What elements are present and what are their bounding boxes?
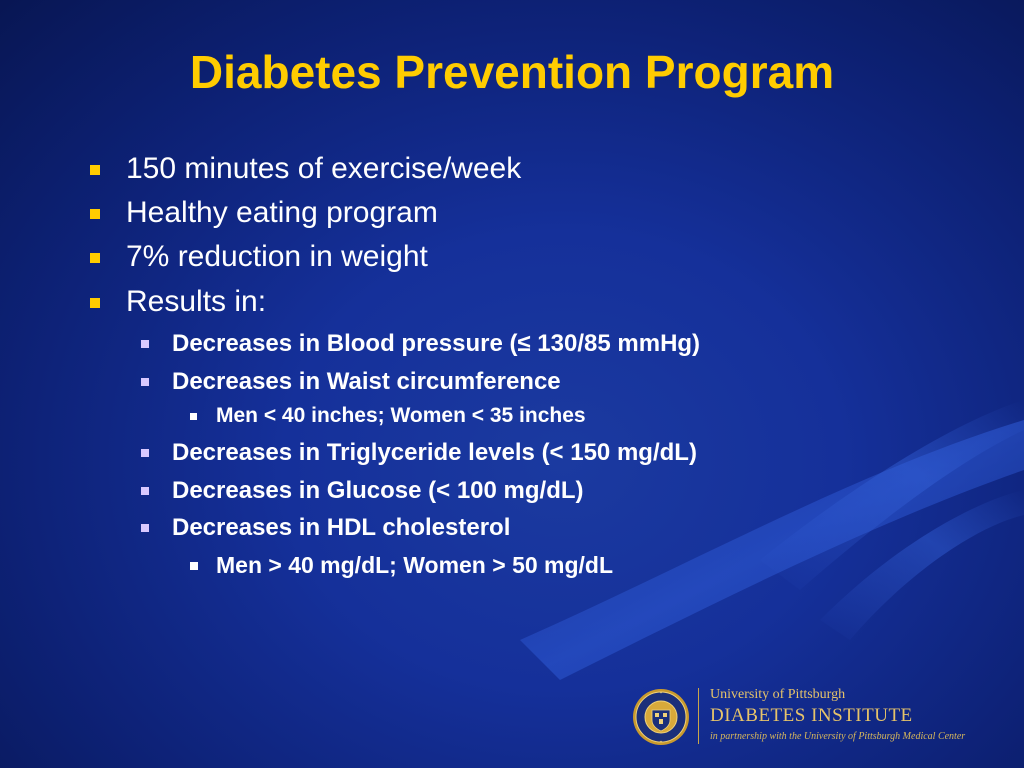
square-bullet-icon xyxy=(141,524,149,532)
sub-sub-bullet-item: Men > 40 mg/dL; Women > 50 mg/dL xyxy=(190,552,614,579)
bullet-text: Decreases in Glucose (< 100 mg/dL) xyxy=(172,477,584,504)
bullet-text: Decreases in Waist circumference xyxy=(172,368,561,395)
sub-bullet-item: Decreases in Blood pressure (≤ 130/85 mm… xyxy=(141,330,701,358)
square-bullet-icon xyxy=(141,340,149,348)
logo-divider xyxy=(698,688,699,744)
bullet-text: Men < 40 inches; Women < 35 inches xyxy=(216,404,586,427)
bullet-text: Results in: xyxy=(126,285,267,318)
sub-sub-bullet-item: Men < 40 inches; Women < 35 inches xyxy=(190,404,586,428)
bullet-item: 7% reduction in weight xyxy=(90,240,428,274)
bullet-text: 7% reduction in weight xyxy=(126,240,428,273)
square-bullet-icon xyxy=(190,562,198,570)
bullet-item: Healthy eating program xyxy=(90,196,438,230)
square-bullet-icon xyxy=(190,413,197,420)
university-seal-icon xyxy=(633,689,689,745)
partnership-note: in partnership with the University of Pi… xyxy=(710,731,966,742)
sub-bullet-item: Decreases in HDL cholesterol xyxy=(141,514,511,542)
bullet-text: Decreases in Triglyceride levels (< 150 … xyxy=(172,439,697,466)
square-bullet-icon xyxy=(90,165,100,175)
bullet-text: 150 minutes of exercise/week xyxy=(126,152,522,185)
bullet-item: Results in: xyxy=(90,285,267,319)
slide-title: Diabetes Prevention Program xyxy=(189,46,835,98)
institute-name: DIABETES INSTITUTE xyxy=(710,705,913,726)
square-bullet-icon xyxy=(90,209,100,219)
sub-bullet-item: Decreases in Triglyceride levels (< 150 … xyxy=(141,439,697,467)
bullet-text: Decreases in HDL cholesterol xyxy=(172,514,511,541)
sub-bullet-item: Decreases in Waist circumference xyxy=(141,368,561,396)
square-bullet-icon xyxy=(141,487,149,495)
institute-logo: University of Pittsburgh DIABETES INSTIT… xyxy=(630,686,1010,750)
bullet-text: Healthy eating program xyxy=(126,196,438,229)
square-bullet-icon xyxy=(90,253,100,263)
square-bullet-icon xyxy=(141,449,149,457)
university-name: University of Pittsburgh xyxy=(710,687,846,702)
square-bullet-icon xyxy=(90,298,100,308)
bullet-text: Decreases in Blood pressure (≤ 130/85 mm… xyxy=(172,330,701,357)
square-bullet-icon xyxy=(141,378,149,386)
bullet-item: 150 minutes of exercise/week xyxy=(90,152,522,186)
sub-bullet-item: Decreases in Glucose (< 100 mg/dL) xyxy=(141,477,584,505)
bullet-text: Men > 40 mg/dL; Women > 50 mg/dL xyxy=(216,552,614,578)
